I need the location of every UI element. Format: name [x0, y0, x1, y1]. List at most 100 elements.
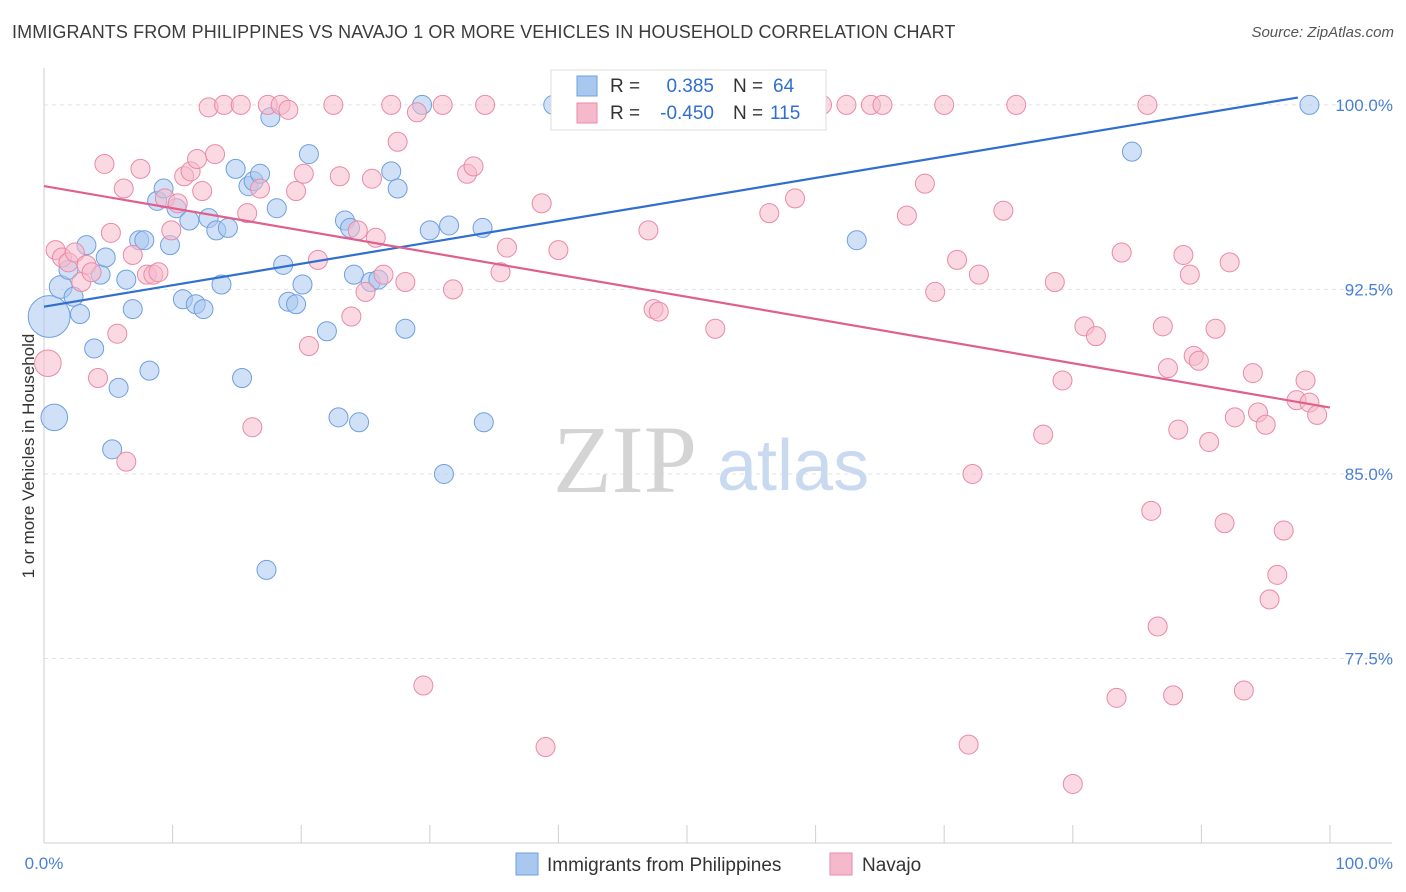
- philippines-point-11: [108, 377, 129, 398]
- y-axis-label: 1 or more Vehicles in Household: [19, 334, 38, 579]
- navajo-point-116: [1267, 564, 1288, 585]
- navajo-point-86: [1006, 94, 1027, 115]
- navajo-point-27: [205, 144, 226, 165]
- navajo-point-8: [88, 368, 109, 388]
- navajo-point-12: [113, 178, 134, 199]
- philippines-point-55: [433, 463, 454, 484]
- navajo-point-68: [648, 301, 669, 322]
- legend-n-value-1: 64: [773, 76, 795, 97]
- series-legend: Immigrants from Philippines Navajo: [515, 852, 921, 876]
- philippines-point-0: [27, 295, 71, 338]
- axes: [43, 68, 1392, 844]
- navajo-point-112: [1242, 363, 1263, 384]
- navajo-point-100: [1163, 685, 1184, 706]
- navajo-point-79: [914, 173, 935, 194]
- philippines-point-5: [70, 304, 91, 325]
- philippines-point-43: [328, 407, 349, 428]
- navajo-point-119: [1295, 370, 1316, 391]
- philippines-point-61: [846, 230, 867, 251]
- navajo-point-10: [100, 222, 121, 243]
- philippines-point-16: [139, 360, 160, 381]
- navajo-point-61: [535, 737, 556, 758]
- navajo-point-102: [1173, 244, 1194, 265]
- navajo-point-94: [1111, 242, 1132, 263]
- navajo-point-85: [993, 200, 1014, 221]
- philippines-point-22: [179, 210, 200, 231]
- navajo-point-114: [1255, 414, 1276, 435]
- y-tick-label-1: 92.5%: [1345, 280, 1393, 299]
- navajo-point-9: [94, 153, 115, 174]
- navajo-point-41: [329, 166, 350, 187]
- bottom-legend-swatch-blue: [515, 852, 539, 876]
- navajo-point-99: [1157, 358, 1178, 379]
- navajo-point-101: [1168, 419, 1189, 440]
- chart-source: Source: ZipAtlas.com: [1251, 24, 1394, 41]
- watermark-zip: ZIP: [553, 406, 697, 513]
- philippines-point-47: [349, 412, 370, 433]
- navajo-point-42: [341, 306, 362, 327]
- navajo-point-35: [278, 99, 299, 120]
- navajo-point-117: [1273, 520, 1294, 541]
- watermark: ZIP atlas: [553, 406, 869, 513]
- navajo-point-29: [230, 94, 251, 115]
- navajo-point-30: [237, 203, 258, 224]
- trend-lines: [43, 96, 1331, 409]
- navajo-point-92: [1085, 326, 1106, 347]
- navajo-point-121: [1307, 404, 1328, 425]
- philippines-point-42: [316, 321, 337, 342]
- y-tick-label-0: 100.0%: [1335, 96, 1393, 115]
- navajo-point-49: [387, 131, 408, 152]
- watermark-atlas: atlas: [717, 426, 869, 506]
- navajo-point-107: [1205, 318, 1226, 339]
- navajo-point-28: [214, 94, 235, 115]
- navajo-point-4: [64, 242, 85, 263]
- navajo-point-44: [355, 281, 376, 302]
- navajo-point-122: [968, 264, 989, 285]
- navajo-point-18: [148, 262, 169, 283]
- philippines-point-28: [217, 217, 238, 238]
- navajo-point-88: [1044, 272, 1065, 293]
- y-tick-label-3: 77.5%: [1345, 649, 1393, 668]
- navajo-point-106: [1199, 431, 1220, 452]
- legend-r-value-1: 0.385: [666, 76, 714, 97]
- y-tick-labels: 100.0% 92.5% 85.0% 77.5%: [1335, 96, 1393, 669]
- navajo-point-40: [323, 94, 344, 115]
- navajo-point-15: [130, 158, 151, 179]
- navajo-point-25: [192, 181, 213, 202]
- navajo-point-80: [925, 281, 946, 302]
- navajo-point-73: [785, 188, 806, 209]
- navajo-point-24: [187, 149, 208, 170]
- navajo-point-47: [373, 264, 394, 285]
- navajo-point-56: [463, 156, 484, 177]
- philippines-point-30: [232, 368, 253, 388]
- navajo-point-20: [161, 220, 182, 241]
- philippines-point-50: [381, 161, 402, 182]
- philippines-point-15: [134, 230, 155, 251]
- philippines-point-40: [292, 274, 313, 295]
- navajo-point-82: [947, 249, 968, 270]
- philippines-point-36: [266, 198, 287, 219]
- philippines-point-9: [95, 247, 116, 268]
- navajo-trend-line: [43, 185, 1331, 409]
- navajo-point-50: [395, 272, 416, 293]
- navajo-point-66: [638, 220, 659, 241]
- navajo-point-13: [116, 451, 137, 472]
- navajo-point-11: [107, 323, 128, 344]
- navajo-point-31: [242, 417, 263, 438]
- navajo-point-111: [1233, 680, 1254, 701]
- legend-n-label-1: N =: [733, 76, 763, 97]
- navajo-point-60: [531, 193, 552, 214]
- navajo-point-83: [958, 734, 979, 755]
- x-tick-label-1: 100.0%: [1335, 854, 1393, 873]
- navajo-point-95: [1137, 94, 1158, 115]
- philippines-point-52: [395, 318, 416, 339]
- chart-title: IMMIGRANTS FROM PHILIPPINES VS NAVAJO 1 …: [12, 22, 956, 42]
- philippines-point-39: [286, 294, 307, 315]
- legend-swatch-blue: [576, 75, 598, 97]
- series-navajo-points: [34, 94, 1328, 794]
- navajo-point-52: [413, 675, 434, 696]
- navajo-point-115: [1259, 589, 1280, 610]
- navajo-point-53: [432, 94, 453, 115]
- navajo-point-7: [81, 262, 102, 283]
